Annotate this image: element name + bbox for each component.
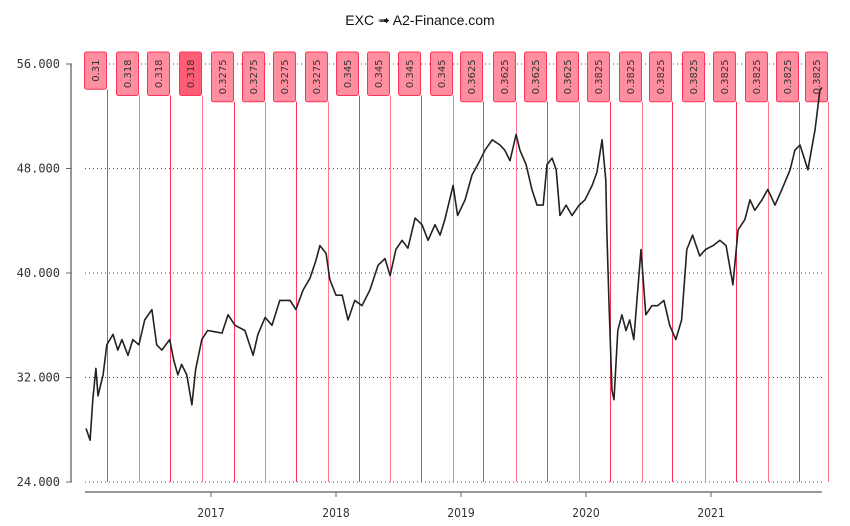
- dividend-label-box: [493, 51, 516, 103]
- dividend-label-box: [745, 51, 768, 103]
- dividend-label-box: [116, 51, 139, 96]
- dividend-label: 0.3625: [467, 59, 478, 94]
- dividend-label-box: [179, 51, 202, 96]
- dividend-label-box: [776, 51, 799, 103]
- y-tick-label: 32.000: [17, 371, 60, 385]
- x-tick-label: 2021: [697, 506, 724, 520]
- x-tick-label: 2019: [447, 506, 475, 520]
- y-tick-label: 40.000: [17, 266, 60, 280]
- dividend-label: 0.3825: [689, 59, 700, 94]
- dividend-label: 0.3275: [249, 59, 260, 94]
- dividend-label: 0.345: [374, 59, 385, 88]
- dividend-label-box: [682, 51, 705, 103]
- dividend-label: 0.3825: [720, 59, 731, 94]
- dividend-label-box: [524, 51, 547, 103]
- dividend-label: 0.318: [186, 59, 197, 88]
- dividend-label-box: [84, 51, 107, 90]
- dividend-label-box: [587, 51, 610, 103]
- dividend-label: 0.345: [437, 59, 448, 88]
- x-tick-label: 2017: [197, 506, 224, 520]
- y-tick-label: 48.000: [17, 162, 60, 176]
- dividend-label: 0.3825: [812, 59, 823, 94]
- dividend-label: 0.3275: [312, 59, 323, 94]
- y-tick-label: 56.000: [17, 57, 60, 71]
- dividend-label: 0.3825: [783, 59, 794, 94]
- dividend-label: 0.3825: [626, 59, 637, 94]
- dividend-label: 0.3275: [218, 59, 229, 94]
- dividend-label: 0.318: [123, 59, 134, 88]
- dividend-label-box: [713, 51, 736, 103]
- price-series-line: [85, 86, 823, 442]
- dividend-label-box: [305, 51, 328, 103]
- dividend-label: 0.345: [343, 59, 354, 88]
- dividend-label-box: [147, 51, 170, 96]
- dividend-label-box: [398, 51, 421, 96]
- dividend-label: 0.3825: [656, 59, 667, 94]
- dividend-label-box: [619, 51, 642, 103]
- dividend-label: 0.3625: [563, 59, 574, 94]
- dividend-label: 0.3825: [594, 59, 605, 94]
- x-tick-label: 2018: [322, 506, 350, 520]
- dividend-label-box: [367, 51, 390, 96]
- x-tick-label: 2020: [572, 506, 600, 520]
- dividend-label-box: [805, 51, 828, 103]
- dividend-label-box: [460, 51, 483, 103]
- dividend-label-box: [556, 51, 579, 103]
- dividend-label: 0.318: [154, 59, 165, 88]
- dividend-label-box: [649, 51, 672, 103]
- chart-title: EXC ➟ A2-Finance.com: [345, 12, 495, 28]
- dividend-label-box: [430, 51, 453, 96]
- dividend-label: 0.31: [91, 59, 102, 81]
- dividend-label: 0.3275: [280, 59, 291, 94]
- dividend-label-box: [211, 51, 234, 103]
- dividend-label-box: [242, 51, 265, 103]
- dividend-label: 0.3625: [531, 59, 542, 94]
- dividend-label-box: [336, 51, 359, 96]
- dividend-label: 0.345: [405, 59, 416, 88]
- y-tick-label: 24.000: [17, 475, 60, 489]
- dividend-label: 0.3825: [752, 59, 763, 94]
- dividend-label-box: [273, 51, 296, 103]
- dividend-label: 0.3625: [500, 59, 511, 94]
